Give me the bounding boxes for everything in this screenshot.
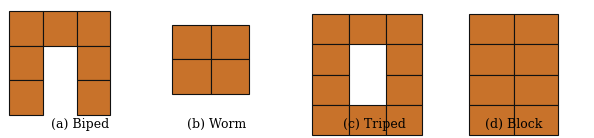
- Text: (a) Biped: (a) Biped: [51, 118, 109, 131]
- Bar: [312, 105, 349, 135]
- Bar: [211, 25, 249, 59]
- Bar: [77, 46, 110, 80]
- Bar: [9, 46, 43, 80]
- Bar: [312, 75, 349, 105]
- Bar: [349, 14, 386, 44]
- Bar: [386, 105, 422, 135]
- Bar: [469, 105, 514, 135]
- Bar: [469, 14, 514, 44]
- Text: (c) Triped: (c) Triped: [343, 118, 406, 131]
- Bar: [514, 44, 558, 75]
- Bar: [9, 80, 43, 115]
- Bar: [312, 44, 349, 75]
- Bar: [43, 11, 77, 46]
- Bar: [77, 80, 110, 115]
- Bar: [386, 44, 422, 75]
- Bar: [514, 75, 558, 105]
- Bar: [312, 14, 349, 44]
- Bar: [514, 105, 558, 135]
- Bar: [386, 75, 422, 105]
- Bar: [211, 59, 249, 94]
- Bar: [77, 11, 110, 46]
- Bar: [514, 14, 558, 44]
- Bar: [469, 44, 514, 75]
- Bar: [349, 105, 386, 135]
- Bar: [172, 59, 211, 94]
- Bar: [469, 75, 514, 105]
- Bar: [9, 11, 43, 46]
- Bar: [172, 25, 211, 59]
- Text: (d) Block: (d) Block: [485, 118, 542, 131]
- Bar: [386, 14, 422, 44]
- Text: (b) Worm: (b) Worm: [187, 118, 247, 131]
